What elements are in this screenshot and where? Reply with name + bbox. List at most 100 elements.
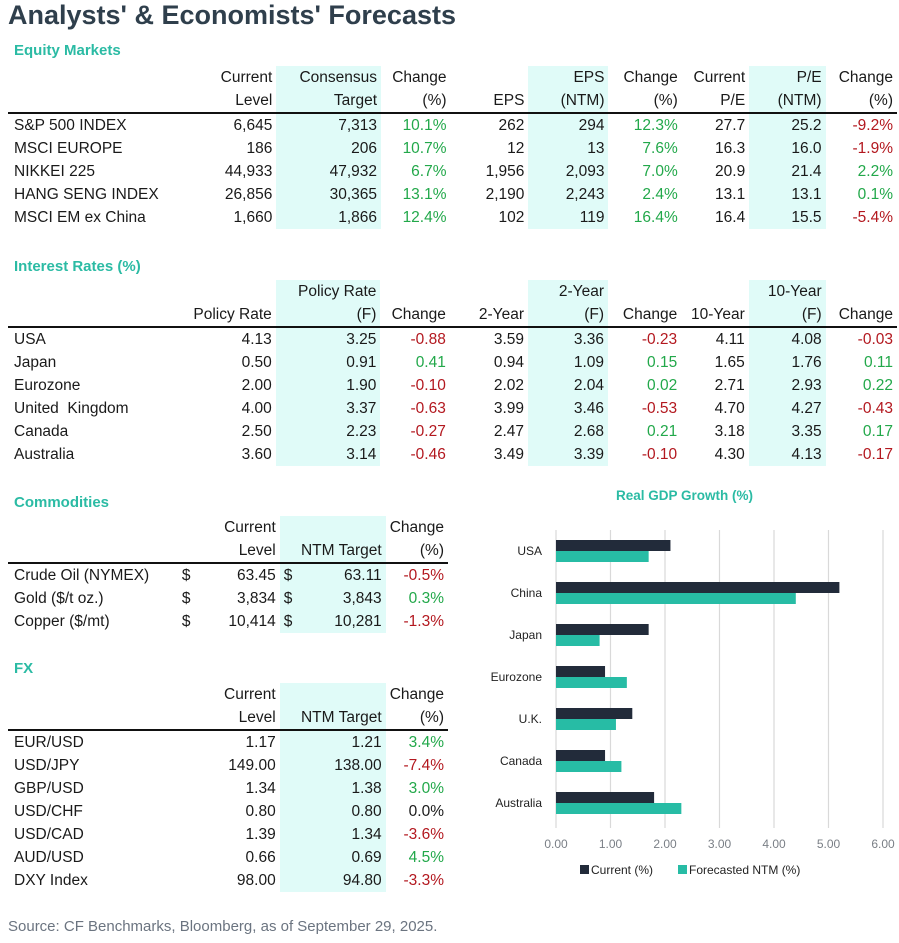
country-name: Canada <box>14 423 69 440</box>
fx-row: USD/CHF 0.80 0.80 0.0% <box>8 800 448 823</box>
current-pe: 16.4 <box>715 209 746 226</box>
rates-header: Change <box>608 303 682 328</box>
eps-change-pct: 2.4% <box>642 186 678 203</box>
commodity-row: Copper ($/mt) $10,414 $10,281 -1.3% <box>8 610 448 633</box>
rates-header: 2-Year <box>528 280 608 303</box>
category-label: China <box>511 586 543 600</box>
consensus-target: 47,932 <box>276 160 382 183</box>
ten-year-change: 0.22 <box>862 377 893 394</box>
policy-rate: 4.00 <box>241 400 272 417</box>
rates-header <box>167 280 275 303</box>
policy-rate-change: -0.46 <box>410 446 446 463</box>
two-year-change: -0.23 <box>641 331 678 348</box>
current-level: 186 <box>246 140 273 157</box>
ntm-target: 1.34 <box>279 823 386 846</box>
commodities-header <box>8 539 178 564</box>
bar-forecast <box>556 635 600 646</box>
ten-year-change: -0.03 <box>857 331 893 348</box>
ten-year-change: 0.17 <box>862 423 893 440</box>
eps: 2,190 <box>485 186 525 203</box>
policy-rate-forecast: 3.37 <box>275 397 381 420</box>
policy-rate-change: -0.10 <box>410 377 446 394</box>
two-year: 0.94 <box>493 354 524 371</box>
fx-header: NTM Target <box>279 706 386 731</box>
bar-current <box>556 540 671 551</box>
current-level: 63.45 <box>236 567 276 584</box>
index-name: S&P 500 INDEX <box>14 117 127 134</box>
two-year-change: -0.10 <box>641 446 678 463</box>
x-tick-label: 3.00 <box>708 837 732 851</box>
two-year-forecast: 2.04 <box>528 374 608 397</box>
bar-current <box>556 750 606 761</box>
eps: 102 <box>498 209 525 226</box>
fx-row: EUR/USD 1.17 1.21 3.4% <box>8 730 448 754</box>
fx-header <box>8 683 178 706</box>
two-year-change: 0.21 <box>647 423 678 440</box>
index-name: MSCI EM ex China <box>14 209 146 226</box>
commodity-name: Copper ($/mt) <box>14 613 110 630</box>
country-name: Eurozone <box>14 377 81 394</box>
two-year-forecast: 3.36 <box>528 327 608 351</box>
change-pct: 0.3% <box>408 590 444 607</box>
bar-current <box>556 666 606 677</box>
rates-header <box>826 280 897 303</box>
currency-symbol: $ <box>279 563 302 587</box>
fx-header: Level <box>177 706 280 731</box>
commodities-header: NTM Target <box>279 539 386 564</box>
change-pct: -1.3% <box>403 613 445 630</box>
policy-rate: 3.60 <box>241 446 272 463</box>
rates-header: (F) <box>748 303 826 328</box>
equity-header: (%) <box>608 89 682 114</box>
ten-year-forecast: 4.08 <box>748 327 826 351</box>
change-pct: 13.1% <box>402 186 447 203</box>
commodities-header: Change <box>389 519 444 536</box>
consensus-target: 30,365 <box>276 183 382 206</box>
pe-change-pct: -9.2% <box>852 117 894 134</box>
index-name: NIKKEI 225 <box>14 163 95 180</box>
policy-rate-change: 0.41 <box>415 354 446 371</box>
rates-row: United Kingdom 4.00 3.37 -0.63 3.99 3.46 -0.53… <box>8 397 897 420</box>
equity-header: Change <box>838 69 893 86</box>
ntm-target: 63.11 <box>301 563 386 587</box>
currency-symbol: $ <box>279 587 302 610</box>
consensus-target: 1,866 <box>276 206 382 229</box>
eps: 262 <box>498 117 525 134</box>
ten-year-forecast: 3.35 <box>748 420 826 443</box>
fx-row: GBP/USD 1.34 1.38 3.0% <box>8 777 448 800</box>
ntm-target: 1.21 <box>279 730 386 754</box>
pe-ntm: 15.5 <box>749 206 826 229</box>
eps-ntm: 13 <box>528 137 609 160</box>
bar-current <box>556 708 633 719</box>
fx-row: AUD/USD 0.66 0.69 4.5% <box>8 846 448 869</box>
eps-change-pct: 7.6% <box>642 140 678 157</box>
ntm-target: 0.80 <box>279 800 386 823</box>
rates-header: Change <box>380 303 450 328</box>
rates-header: 2-Year <box>449 303 528 328</box>
change-pct: 4.5% <box>408 849 444 866</box>
two-year: 3.49 <box>493 446 524 463</box>
equity-header: Consensus <box>276 66 382 89</box>
current-level: 1.39 <box>245 826 276 843</box>
ntm-target: 10,281 <box>301 610 386 633</box>
bar-forecast <box>556 551 649 562</box>
currency-symbol: $ <box>181 613 191 630</box>
commodity-row: Gold ($/t oz.) $3,834 $3,843 0.3% <box>8 587 448 610</box>
currency-pair: USD/CAD <box>14 826 84 843</box>
two-year: 2.02 <box>493 377 524 394</box>
ten-year-change: 0.11 <box>863 354 893 371</box>
bar-current <box>556 792 655 803</box>
ntm-target: 3,843 <box>301 587 386 610</box>
currency-symbol: $ <box>181 590 191 607</box>
fx-header: Change <box>389 686 444 703</box>
pe-change-pct: -5.4% <box>852 209 894 226</box>
rates-header <box>8 280 167 303</box>
rates-section-title: Interest Rates (%) <box>14 258 141 275</box>
two-year-forecast: 3.39 <box>528 443 608 466</box>
ntm-target: 138.00 <box>279 754 386 777</box>
policy-rate-change: -0.63 <box>410 400 446 417</box>
index-name: HANG SENG INDEX <box>14 186 159 203</box>
ntm-target: 94.80 <box>279 869 386 892</box>
equity-header: Change <box>392 69 447 86</box>
equity-header: Level <box>169 89 277 114</box>
two-year-change: 0.02 <box>647 377 678 394</box>
